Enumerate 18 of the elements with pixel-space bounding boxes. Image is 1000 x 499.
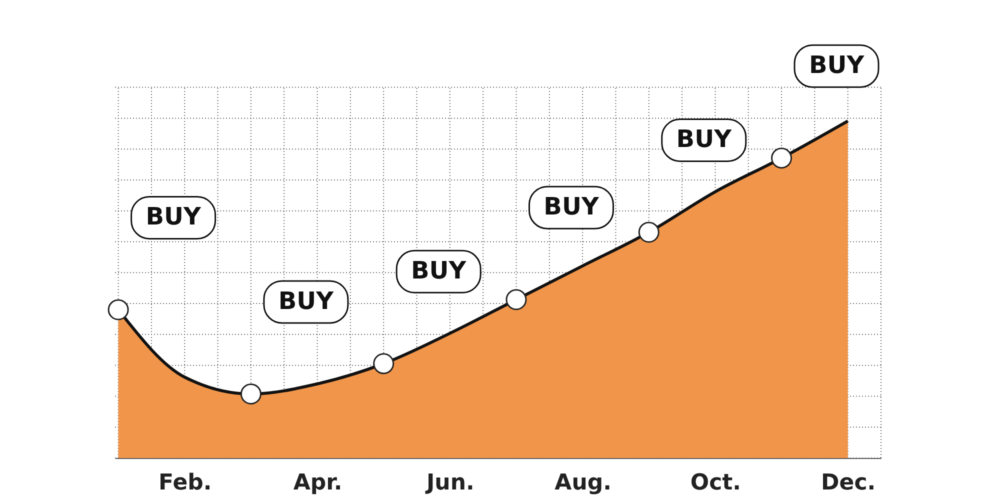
point	[506, 289, 527, 310]
point	[108, 299, 129, 320]
annotation: BUY	[676, 125, 732, 154]
annotation: BUY	[146, 202, 202, 231]
x-tick-label: Jun.	[424, 470, 474, 496]
point	[771, 148, 792, 169]
point	[240, 383, 262, 404]
x-tick-label: Oct.	[690, 470, 742, 496]
point	[373, 353, 394, 374]
point	[638, 222, 660, 243]
x-tick-label: Dec.	[821, 470, 876, 496]
annotation: BUY	[544, 192, 600, 221]
annotation: BUY	[278, 286, 334, 315]
x-tick-label: Aug.	[554, 470, 612, 496]
text: BUY	[808, 51, 865, 80]
annotation: BUY	[411, 256, 467, 285]
x-tick-label: Feb.	[158, 470, 212, 496]
x-tick-label: Apr.	[293, 470, 342, 496]
